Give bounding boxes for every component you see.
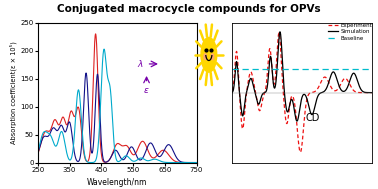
X-axis label: Wavelength/nm: Wavelength/nm <box>87 178 147 187</box>
Circle shape <box>204 54 207 60</box>
Text: Conjugated macrocycle compounds for OPVs: Conjugated macrocycle compounds for OPVs <box>57 4 321 14</box>
Circle shape <box>201 37 217 72</box>
Y-axis label: Absorption coefficient(ε × 10⁵): Absorption coefficient(ε × 10⁵) <box>10 41 17 144</box>
Text: CD: CD <box>305 113 319 123</box>
Text: $\varepsilon$: $\varepsilon$ <box>143 86 150 95</box>
Circle shape <box>211 54 214 60</box>
Text: $\lambda$: $\lambda$ <box>136 58 143 69</box>
Legend: Experiment, Simulation, Baseline: Experiment, Simulation, Baseline <box>328 23 372 41</box>
